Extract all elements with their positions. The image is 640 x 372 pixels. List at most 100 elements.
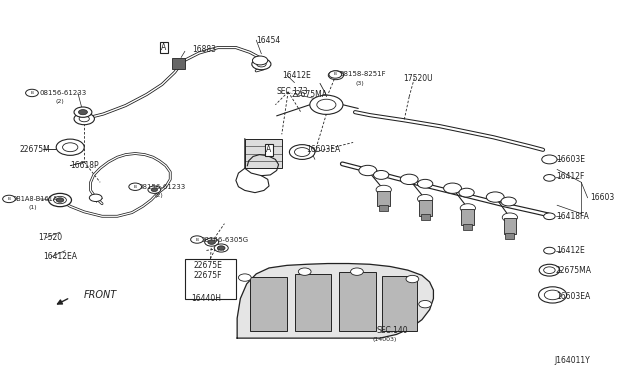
Bar xyxy=(461,209,474,225)
Text: (14003): (14003) xyxy=(372,337,397,342)
Circle shape xyxy=(539,287,566,303)
Text: 16603EA: 16603EA xyxy=(306,145,340,154)
Circle shape xyxy=(543,174,555,181)
Circle shape xyxy=(298,268,311,275)
Text: 16440H: 16440H xyxy=(191,294,221,303)
Circle shape xyxy=(502,213,518,222)
Circle shape xyxy=(417,195,433,203)
Bar xyxy=(420,214,429,220)
Circle shape xyxy=(540,264,559,276)
Text: 16454: 16454 xyxy=(256,36,280,45)
Circle shape xyxy=(54,196,67,204)
Text: SEC.140: SEC.140 xyxy=(376,326,408,335)
Circle shape xyxy=(26,89,38,97)
Circle shape xyxy=(79,110,88,115)
Bar xyxy=(506,233,515,239)
Text: (3): (3) xyxy=(355,81,364,86)
Polygon shape xyxy=(237,263,433,338)
Circle shape xyxy=(294,148,310,157)
Text: 08158-8251F: 08158-8251F xyxy=(339,71,386,77)
Circle shape xyxy=(252,56,268,65)
Text: 0B1A8-B161A: 0B1A8-B161A xyxy=(13,196,58,202)
Text: B: B xyxy=(334,73,337,77)
Circle shape xyxy=(541,155,557,164)
Bar xyxy=(378,191,390,206)
Text: A: A xyxy=(266,145,271,154)
Circle shape xyxy=(544,290,561,300)
Circle shape xyxy=(486,192,504,202)
Text: 16418FA: 16418FA xyxy=(556,212,589,221)
Bar xyxy=(380,205,388,211)
Circle shape xyxy=(444,183,461,193)
Text: B: B xyxy=(134,185,137,189)
Circle shape xyxy=(328,71,344,80)
Text: B: B xyxy=(195,238,198,241)
Circle shape xyxy=(374,170,389,179)
Text: 22675MA: 22675MA xyxy=(556,266,592,275)
Text: FRONT: FRONT xyxy=(84,290,118,300)
Bar xyxy=(245,139,282,168)
Text: 22675E: 22675E xyxy=(194,261,223,270)
Text: 22675F: 22675F xyxy=(194,271,222,280)
Text: B: B xyxy=(31,91,33,95)
Circle shape xyxy=(400,174,418,185)
Circle shape xyxy=(359,165,377,176)
Circle shape xyxy=(239,274,251,281)
Circle shape xyxy=(459,188,474,197)
Circle shape xyxy=(56,139,84,155)
Circle shape xyxy=(205,238,219,246)
Circle shape xyxy=(310,95,343,114)
Text: 17520: 17520 xyxy=(38,233,63,242)
Text: 08156-61233: 08156-61233 xyxy=(138,184,186,190)
Circle shape xyxy=(460,204,476,212)
Text: 16412F: 16412F xyxy=(556,172,584,181)
Bar xyxy=(185,259,236,299)
Text: (1): (1) xyxy=(28,205,36,209)
Text: 16603: 16603 xyxy=(590,193,614,202)
Circle shape xyxy=(257,61,266,67)
Circle shape xyxy=(543,267,555,273)
Bar xyxy=(504,218,516,234)
Text: (2): (2) xyxy=(154,193,163,198)
Circle shape xyxy=(148,186,161,193)
Circle shape xyxy=(543,247,555,254)
Circle shape xyxy=(543,213,555,219)
Circle shape xyxy=(214,244,228,252)
Text: SEC.173: SEC.173 xyxy=(276,87,308,96)
Circle shape xyxy=(63,143,78,152)
Text: 16618P: 16618P xyxy=(70,161,99,170)
Bar xyxy=(339,272,376,331)
Text: B: B xyxy=(8,197,10,201)
Text: 16412EA: 16412EA xyxy=(43,252,77,262)
Circle shape xyxy=(191,236,204,243)
Circle shape xyxy=(74,113,95,125)
Circle shape xyxy=(218,246,225,250)
Circle shape xyxy=(289,145,315,160)
Circle shape xyxy=(208,240,216,244)
Bar xyxy=(383,276,417,331)
Circle shape xyxy=(351,268,364,275)
Bar xyxy=(419,200,431,215)
Bar xyxy=(250,277,287,331)
Circle shape xyxy=(129,183,141,190)
Text: 16883: 16883 xyxy=(193,45,216,54)
Text: 16603EA: 16603EA xyxy=(556,292,590,301)
Text: 16603E: 16603E xyxy=(556,155,585,164)
Circle shape xyxy=(329,71,342,78)
Circle shape xyxy=(151,188,157,192)
Circle shape xyxy=(406,275,419,283)
Circle shape xyxy=(79,116,90,122)
Circle shape xyxy=(49,193,72,207)
Circle shape xyxy=(501,197,516,206)
Circle shape xyxy=(419,301,431,308)
Text: 22675MA: 22675MA xyxy=(291,90,327,99)
Text: 16412E: 16412E xyxy=(282,71,310,80)
Circle shape xyxy=(417,179,433,188)
Text: J164011Y: J164011Y xyxy=(554,356,590,365)
Bar xyxy=(463,224,472,230)
Text: 08156-61233: 08156-61233 xyxy=(40,90,87,96)
Circle shape xyxy=(74,107,92,117)
Text: A: A xyxy=(161,43,166,52)
Text: 17520U: 17520U xyxy=(403,74,433,83)
Text: (2): (2) xyxy=(217,246,225,250)
